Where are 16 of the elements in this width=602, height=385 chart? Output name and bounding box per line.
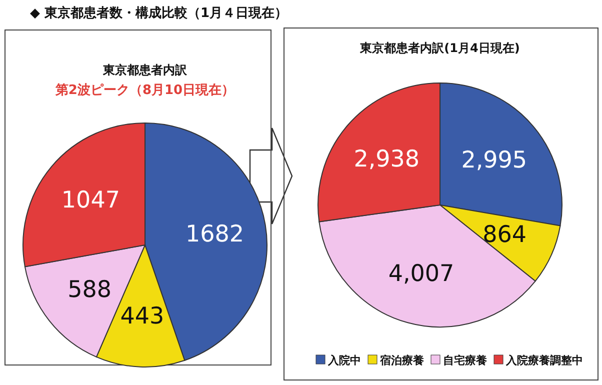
data-label: 1047 xyxy=(61,188,120,214)
legend-label: 入院療養調整中 xyxy=(505,354,583,367)
data-label: 588 xyxy=(68,276,112,303)
legend-label: 入院中 xyxy=(327,354,361,367)
chart-subtitle: 第2波ピーク（8月10日現在） xyxy=(54,83,235,98)
legend-label: 宿泊療養 xyxy=(379,354,425,367)
text: ◆ 東京都患者数・構成比較（1月４日現在） xyxy=(30,5,288,21)
data-label: 1682 xyxy=(186,221,244,248)
data-label: 2,995 xyxy=(461,147,528,174)
data-label: 2,938 xyxy=(354,146,420,173)
chart-title: 東京都患者内訳 xyxy=(102,63,188,77)
data-label: 443 xyxy=(120,304,164,330)
chart-title: 東京都患者内訳(1月4日現在) xyxy=(359,41,520,55)
legend-label: 自宅療養 xyxy=(443,354,488,367)
data-label: 4,007 xyxy=(388,261,454,288)
data-label: 864 xyxy=(482,222,526,248)
